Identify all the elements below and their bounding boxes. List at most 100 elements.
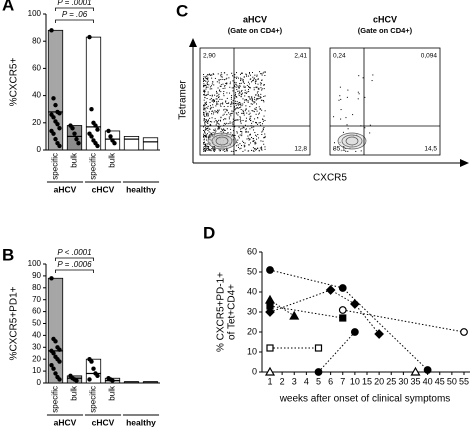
event-dot xyxy=(245,105,247,107)
event-dot xyxy=(251,110,253,112)
event-dot xyxy=(239,82,241,84)
event-dot xyxy=(243,76,245,78)
event-dot xyxy=(208,84,210,86)
p-value: P = .0001 xyxy=(57,0,91,7)
event-dot xyxy=(228,102,230,104)
event-dot xyxy=(205,118,207,120)
plot-subtitle: (Gate on CD4+) xyxy=(228,26,283,35)
event-dot xyxy=(223,93,225,95)
event-dot xyxy=(241,72,243,74)
event-dot xyxy=(262,72,264,74)
event-dot xyxy=(255,122,257,124)
event-dot xyxy=(232,130,234,132)
event-dot xyxy=(246,75,248,77)
event-dot xyxy=(228,112,230,114)
marker xyxy=(314,368,323,376)
event-dot xyxy=(261,79,263,81)
event-dot xyxy=(239,130,241,132)
event-dot xyxy=(369,132,371,134)
event-dot xyxy=(257,91,259,93)
data-point xyxy=(89,134,94,139)
category-label: specific xyxy=(89,153,98,180)
category-label: specific xyxy=(89,386,98,413)
event-dot xyxy=(239,73,241,75)
event-dot xyxy=(240,122,242,124)
event-dot xyxy=(263,126,265,128)
event-dot xyxy=(362,77,364,79)
data-point xyxy=(74,378,79,383)
event-dot xyxy=(224,85,226,87)
y-tick-label: 10 xyxy=(32,366,41,375)
event-dot xyxy=(242,112,244,114)
event-dot xyxy=(220,74,222,76)
data-point xyxy=(51,366,56,371)
event-dot xyxy=(203,89,205,91)
category-label: bulk xyxy=(70,385,79,401)
event-dot xyxy=(252,150,254,152)
event-dot xyxy=(204,148,206,150)
event-dot xyxy=(254,101,256,103)
event-dot xyxy=(231,102,233,104)
event-dot xyxy=(246,138,248,140)
event-dot xyxy=(217,128,219,130)
event-dot xyxy=(209,86,211,88)
event-dot xyxy=(220,149,222,151)
event-dot xyxy=(205,88,207,90)
bar xyxy=(123,135,140,151)
event-dot xyxy=(234,126,236,128)
event-dot xyxy=(255,142,257,144)
event-dot xyxy=(233,106,235,108)
event-dot xyxy=(232,100,234,102)
event-dot xyxy=(247,81,249,83)
event-dot xyxy=(226,97,228,99)
event-dot xyxy=(257,117,259,119)
event-dot xyxy=(263,99,265,101)
event-dot xyxy=(213,148,215,150)
event-dot xyxy=(247,101,249,103)
event-dot xyxy=(215,90,217,92)
event-dot xyxy=(211,99,213,101)
event-dot xyxy=(217,110,219,112)
event-dot xyxy=(205,95,207,97)
significance-bracket xyxy=(55,269,94,273)
event-dot xyxy=(205,86,207,88)
event-dot xyxy=(223,149,225,151)
event-dot xyxy=(234,120,236,122)
data-point xyxy=(95,127,100,132)
panel-letter: C xyxy=(176,1,188,20)
event-dot xyxy=(369,124,371,126)
event-dot xyxy=(263,143,265,145)
x-tick-label: 10 xyxy=(350,376,360,386)
data-point xyxy=(49,276,54,281)
event-dot xyxy=(252,121,254,123)
event-dot xyxy=(259,71,261,73)
event-dot xyxy=(218,123,220,125)
event-dot xyxy=(207,149,209,151)
event-dot xyxy=(262,130,264,132)
event-dot xyxy=(241,89,243,91)
event-dot xyxy=(241,133,243,135)
event-dot xyxy=(214,77,216,79)
event-dot xyxy=(340,109,342,111)
event-dot xyxy=(242,126,244,128)
event-dot xyxy=(245,73,247,75)
event-dot xyxy=(262,129,264,131)
event-dot xyxy=(255,79,257,81)
event-dot xyxy=(228,118,230,120)
event-dot xyxy=(248,110,250,112)
event-dot xyxy=(236,72,238,74)
event-dot xyxy=(240,82,242,84)
event-dot xyxy=(244,99,246,101)
event-dot xyxy=(253,89,255,91)
event-dot xyxy=(208,146,210,148)
event-dot xyxy=(251,98,253,100)
event-dot xyxy=(253,148,255,150)
event-dot xyxy=(210,74,212,76)
event-dot xyxy=(204,108,206,110)
event-dot xyxy=(240,147,242,149)
event-dot xyxy=(254,74,256,76)
event-dot xyxy=(211,133,213,135)
event-dot xyxy=(227,105,229,107)
event-dot xyxy=(236,131,238,133)
data-point xyxy=(55,121,60,127)
